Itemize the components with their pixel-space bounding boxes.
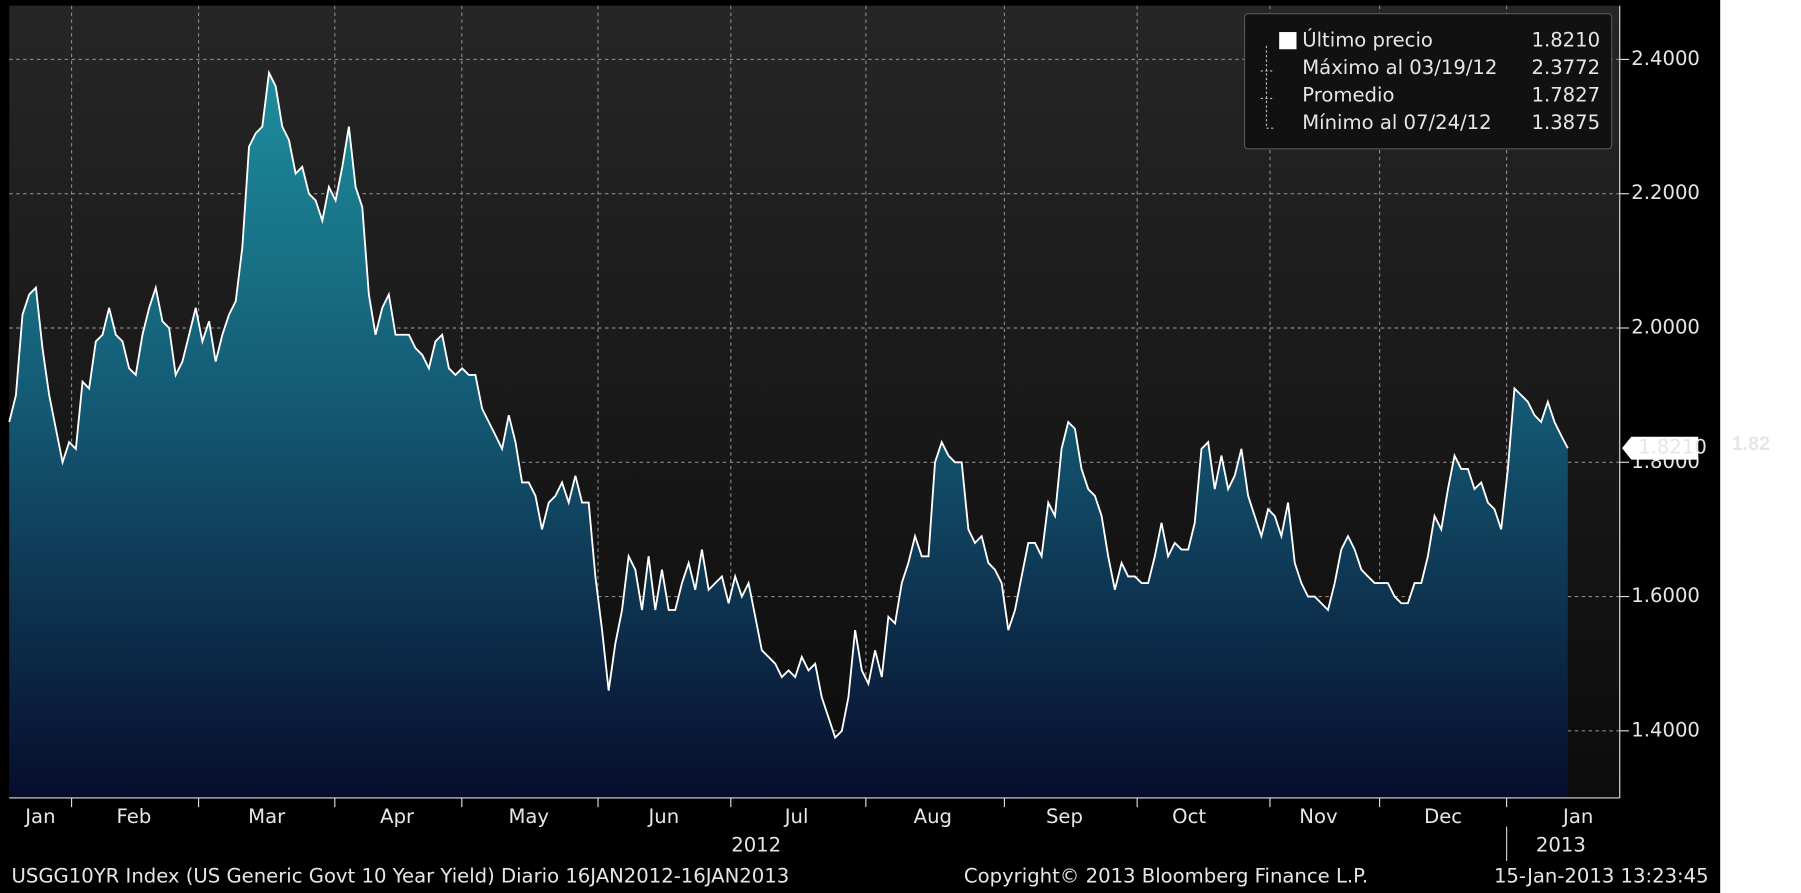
legend-text: Máximo al 03/19/12: [1302, 56, 1497, 79]
footer-mid: Copyright© 2013 Bloomberg Finance L.P.: [964, 865, 1368, 888]
legend-text: Último precio: [1302, 28, 1433, 52]
legend-box: [1243, 13, 1613, 150]
year-label: 2013: [1536, 834, 1586, 857]
x-tick-label: Sep: [1046, 805, 1083, 828]
year-label: 2012: [731, 834, 781, 857]
x-tick-label: Apr: [380, 805, 415, 828]
x-tick-label: Oct: [1172, 805, 1206, 828]
x-tick-label: Jan: [23, 805, 55, 828]
y-tick-label: 1.4000: [1631, 718, 1700, 741]
line: [8, 69, 1569, 740]
area: [9, 72, 1568, 798]
last-marker: [1622, 436, 1699, 460]
legend-swatch: [1279, 32, 1297, 50]
x-tick-label: Jun: [646, 805, 679, 828]
y-tick-label: 1.6000: [1631, 584, 1700, 607]
legend: Último precio 1.8210 Máximo al 03/19/12 2.3…: [1243, 13, 1613, 150]
x-tick-label: Jul: [783, 805, 809, 828]
footer-right: 15-Jan-2013 13:23:45: [1494, 865, 1709, 888]
legend-value: 1.8210: [1531, 29, 1600, 52]
x-tick-label: May: [508, 805, 549, 828]
footer-left: USGG10YR Index (US Generic Govt 10 Year …: [12, 865, 790, 888]
last-label: 1.8210: [1638, 436, 1707, 459]
y-tick-label: 2.2000: [1631, 181, 1700, 204]
legend-value: 1.3875: [1531, 111, 1600, 134]
x-tick-label: Jan: [1561, 805, 1593, 828]
y-tick-label: 2.0000: [1631, 316, 1700, 339]
side-label: 1.82: [1732, 433, 1770, 455]
x-tick-label: Feb: [117, 805, 152, 828]
x-tick-label: Nov: [1299, 805, 1337, 828]
legend-value: 2.3772: [1531, 56, 1600, 79]
legend-icons: [1260, 45, 1275, 129]
x-tick-label: Dec: [1424, 805, 1462, 828]
y-tick-label: 2.4000: [1631, 47, 1700, 70]
legend-text: Promedio: [1302, 84, 1394, 107]
legend-value: 1.7827: [1531, 84, 1600, 107]
x-tick-label: Aug: [914, 805, 952, 828]
legend-text: Mínimo al 07/24/12: [1302, 111, 1491, 134]
x-tick-label: Mar: [248, 805, 286, 828]
